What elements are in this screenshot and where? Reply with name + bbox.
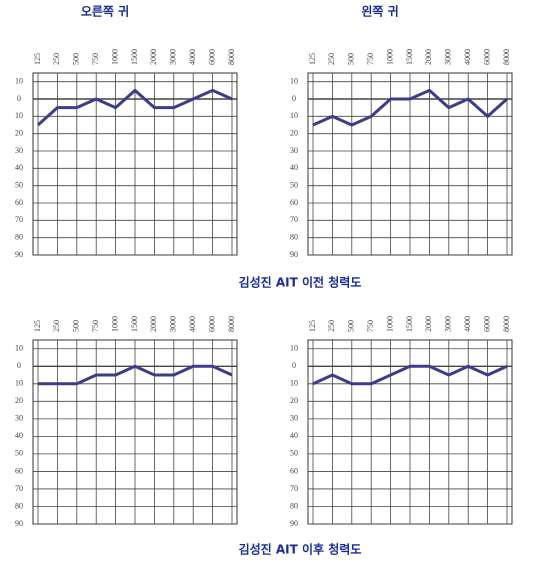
y-tick-label: 10 — [290, 111, 298, 120]
y-tick-label: 30 — [15, 414, 23, 423]
x-tick-label: 500 — [72, 53, 81, 65]
y-tick-label: 10 — [290, 379, 298, 388]
hearing-line — [38, 364, 233, 386]
y-tick-label: 90 — [290, 519, 298, 528]
y-tick-label: 10 — [15, 379, 23, 388]
x-tick-label: 250 — [327, 53, 336, 65]
x-tick-label: 2000 — [149, 49, 158, 65]
chart-title: 오른쪽 귀 — [81, 4, 129, 19]
x-tick-label: 8000 — [227, 316, 236, 332]
x-tick-label: 8000 — [502, 49, 511, 65]
x-tick-label: 6000 — [207, 49, 216, 65]
x-tick-label: 8000 — [227, 49, 236, 65]
y-tick-label: 80 — [15, 232, 23, 241]
y-tick-label: 60 — [290, 198, 298, 207]
x-tick-label: 125 — [33, 320, 42, 332]
y-tick-label: 0 — [17, 361, 21, 370]
y-tick-label: 20 — [15, 396, 23, 405]
x-tick-label: 1500 — [130, 49, 139, 65]
y-tick-label: 60 — [15, 466, 23, 475]
y-tick-label: 20 — [15, 128, 23, 137]
x-tick-label: 6000 — [482, 316, 491, 332]
x-tick-label: 500 — [347, 53, 356, 65]
y-tick-label: 80 — [15, 501, 23, 510]
y-tick-label: 40 — [15, 163, 23, 172]
hearing-line — [37, 88, 233, 127]
x-tick-label: 750 — [366, 53, 375, 65]
y-tick-label: 90 — [290, 250, 298, 259]
x-tick-label: 3000 — [444, 316, 453, 332]
x-tick-label: 4000 — [463, 49, 472, 65]
x-tick-label: 6000 — [482, 49, 491, 65]
x-tick-label: 1000 — [110, 316, 119, 332]
x-tick-label: 3000 — [444, 49, 453, 65]
y-tick-label: 40 — [290, 431, 298, 440]
y-tick-label: 10 — [15, 111, 23, 120]
y-tick-label: 40 — [290, 163, 298, 172]
caption: 김성진 AIT 이전 청력도 — [239, 275, 362, 290]
chart-title: 왼쪽 귀 — [361, 4, 398, 19]
x-tick-label: 3000 — [169, 316, 178, 332]
y-tick-label: 50 — [15, 449, 23, 458]
x-tick-label: 1000 — [110, 49, 119, 65]
x-tick-label: 750 — [91, 320, 100, 332]
x-tick-label: 1000 — [385, 316, 394, 332]
x-tick-label: 4000 — [463, 316, 472, 332]
x-tick-label: 2000 — [424, 49, 433, 65]
x-tick-label: 250 — [52, 320, 61, 332]
y-tick-label: 90 — [15, 519, 23, 528]
x-tick-label: 3000 — [169, 49, 178, 65]
x-tick-label: 2000 — [149, 316, 158, 332]
x-tick-label: 750 — [366, 320, 375, 332]
y-tick-label: 50 — [290, 180, 298, 189]
y-tick-label: 10 — [15, 344, 23, 353]
x-tick-label: 4000 — [188, 49, 197, 65]
caption: 김성진 AIT 이후 청력도 — [239, 542, 362, 557]
y-tick-label: 70 — [15, 215, 23, 224]
x-tick-label: 4000 — [188, 316, 197, 332]
y-tick-label: 70 — [290, 215, 298, 224]
y-tick-label: 10 — [290, 344, 298, 353]
y-tick-label: 50 — [15, 180, 23, 189]
y-tick-label: 40 — [15, 431, 23, 440]
y-tick-label: 30 — [290, 146, 298, 155]
hearing-line — [312, 364, 508, 386]
x-tick-label: 1500 — [405, 49, 414, 65]
y-tick-label: 0 — [292, 94, 296, 103]
y-tick-label: 0 — [292, 361, 296, 370]
x-tick-label: 2000 — [424, 316, 433, 332]
x-tick-label: 250 — [327, 320, 336, 332]
x-tick-label: 1500 — [405, 316, 414, 332]
y-tick-label: 30 — [290, 414, 298, 423]
y-tick-label: 50 — [290, 449, 298, 458]
y-tick-label: 30 — [15, 146, 23, 155]
x-tick-label: 125 — [308, 53, 317, 65]
x-tick-label: 500 — [347, 320, 356, 332]
x-tick-label: 250 — [52, 53, 61, 65]
y-tick-label: 80 — [290, 232, 298, 241]
y-tick-label: 10 — [290, 76, 298, 85]
y-tick-label: 70 — [15, 484, 23, 493]
y-tick-label: 60 — [15, 198, 23, 207]
y-tick-label: 20 — [290, 128, 298, 137]
y-tick-label: 60 — [290, 466, 298, 475]
y-tick-label: 90 — [15, 250, 23, 259]
y-tick-label: 70 — [290, 484, 298, 493]
x-tick-label: 750 — [91, 53, 100, 65]
x-tick-label: 1500 — [130, 316, 139, 332]
x-tick-label: 8000 — [502, 316, 511, 332]
x-tick-label: 125 — [308, 320, 317, 332]
y-tick-label: 80 — [290, 501, 298, 510]
x-tick-label: 6000 — [207, 316, 216, 332]
y-tick-label: 10 — [15, 76, 23, 85]
y-tick-label: 20 — [290, 396, 298, 405]
x-tick-label: 500 — [72, 320, 81, 332]
x-tick-label: 125 — [33, 53, 42, 65]
x-tick-label: 1000 — [385, 49, 394, 65]
y-tick-label: 0 — [17, 94, 21, 103]
hearing-line — [312, 88, 508, 127]
